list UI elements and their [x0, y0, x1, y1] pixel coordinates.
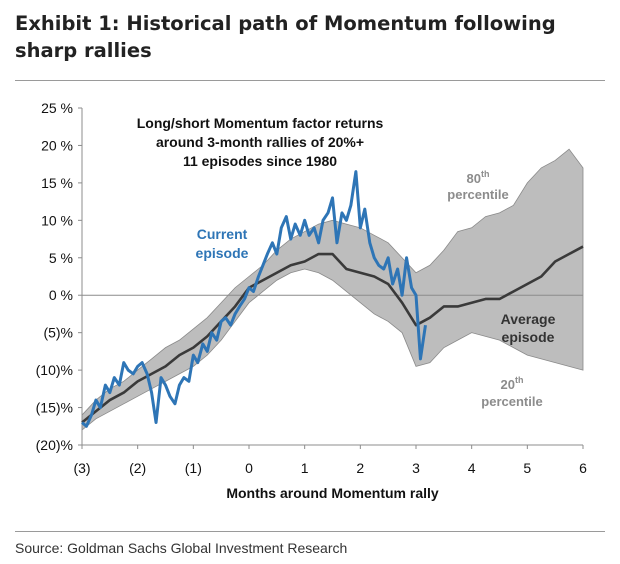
average-episode-label: Average — [501, 311, 556, 327]
source-note: Source: Goldman Sachs Global Investment … — [15, 540, 348, 556]
x-tick-label: 1 — [301, 460, 309, 476]
x-tick-label: (3) — [73, 460, 90, 476]
x-tick-label: (1) — [185, 460, 202, 476]
p80-label: 80th — [467, 169, 490, 186]
x-tick-label: (2) — [129, 460, 146, 476]
y-tick-label: 10 % — [41, 212, 73, 228]
p20-label-word: percentile — [481, 394, 542, 409]
y-tick-label: 25 % — [41, 100, 73, 116]
headline-annotation: Long/short Momentum factor returns — [137, 115, 384, 131]
y-tick-label: 5 % — [49, 250, 73, 266]
average-episode-label: episode — [502, 329, 555, 345]
y-tick-label: (20)% — [36, 437, 73, 453]
y-tick-label: (5)% — [43, 325, 73, 341]
current-episode-label: Current — [197, 226, 248, 242]
y-tick-label: 15 % — [41, 175, 73, 191]
x-tick-label: 6 — [579, 460, 587, 476]
x-tick-label: 2 — [356, 460, 364, 476]
p20-label: 20th — [501, 375, 524, 392]
x-axis-title: Months around Momentum rally — [226, 485, 439, 501]
headline-annotation: around 3-month rallies of 20%+ — [156, 134, 364, 150]
momentum-chart: (20)% (15)% (10)% (5)% 0 % 5 % 10 % 15 % 20 % 25 … — [36, 100, 587, 501]
x-tick-label: 3 — [412, 460, 420, 476]
exhibit-title: Exhibit 1: Historical path of Momentum f… — [15, 12, 556, 62]
title-divider — [15, 80, 605, 81]
current-episode-label: episode — [196, 245, 249, 261]
y-tick-label: 0 % — [49, 287, 73, 303]
y-tick-label: (10)% — [36, 362, 73, 378]
x-tick-label: 4 — [468, 460, 476, 476]
p80-label-word: percentile — [447, 187, 508, 202]
x-tick-label: 0 — [245, 460, 253, 476]
y-tick-label: (15)% — [36, 400, 73, 416]
x-tick-label: 5 — [523, 460, 531, 476]
series-line-current — [81, 170, 427, 428]
y-tick-label: 20 % — [41, 137, 73, 153]
series-line-average — [81, 245, 584, 424]
source-divider — [15, 531, 605, 532]
headline-annotation: 11 episodes since 1980 — [183, 153, 337, 169]
percentile-band — [81, 148, 584, 431]
